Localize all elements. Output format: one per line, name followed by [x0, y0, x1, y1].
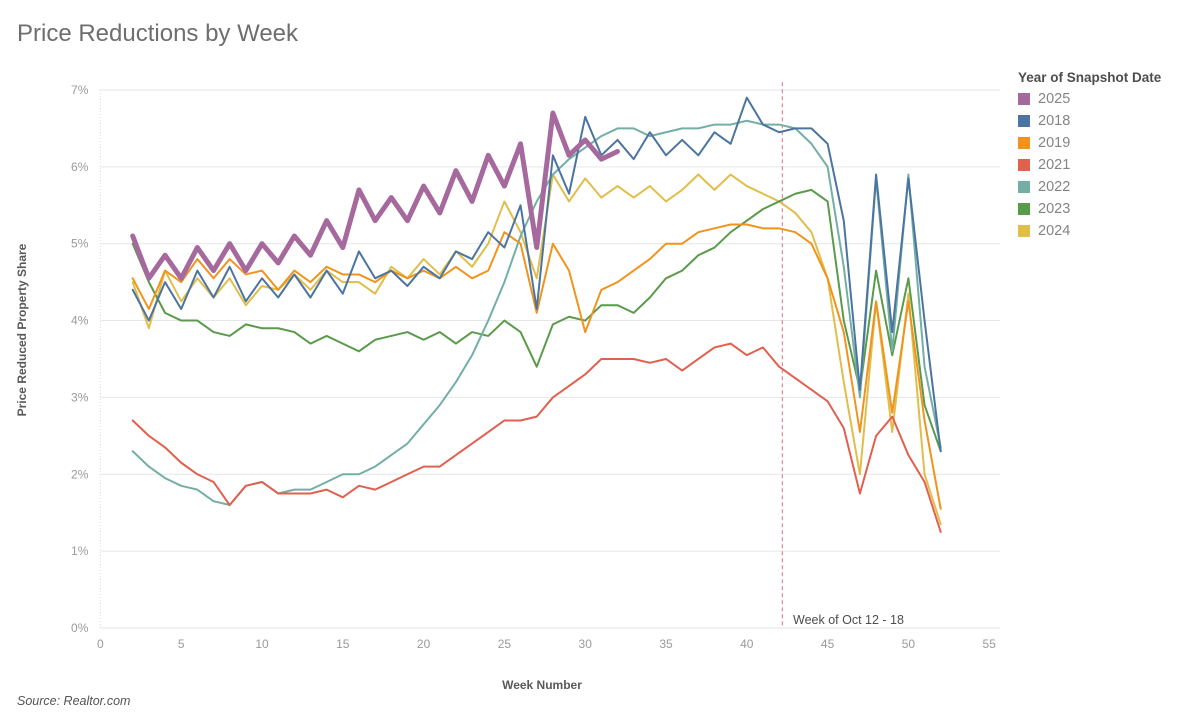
svg-text:35: 35 [659, 637, 673, 651]
svg-text:5: 5 [178, 637, 185, 651]
svg-text:20: 20 [417, 637, 431, 651]
svg-text:1%: 1% [71, 544, 89, 558]
svg-text:5%: 5% [71, 237, 89, 251]
svg-text:4%: 4% [71, 314, 89, 328]
svg-text:10: 10 [255, 637, 269, 651]
svg-text:0: 0 [97, 637, 104, 651]
svg-text:0%: 0% [71, 621, 89, 635]
svg-text:45: 45 [821, 637, 835, 651]
svg-text:40: 40 [740, 637, 754, 651]
svg-text:3%: 3% [71, 390, 89, 404]
svg-text:30: 30 [579, 637, 593, 651]
svg-text:15: 15 [336, 637, 350, 651]
svg-text:2%: 2% [71, 467, 89, 481]
svg-text:6%: 6% [71, 160, 89, 174]
svg-text:55: 55 [983, 637, 997, 651]
svg-text:50: 50 [902, 637, 916, 651]
svg-text:7%: 7% [71, 83, 89, 97]
svg-text:25: 25 [498, 637, 512, 651]
